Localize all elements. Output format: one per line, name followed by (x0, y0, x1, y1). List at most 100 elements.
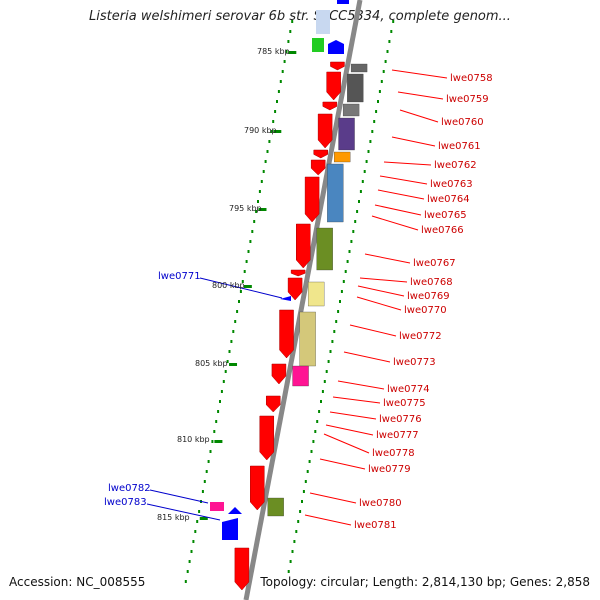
gene-label-lwe0770[interactable]: lwe0770 (404, 305, 447, 316)
tick-dot-left (264, 160, 267, 163)
tick-dot-left (201, 490, 204, 493)
gene-label-lwe0766[interactable]: lwe0766 (421, 225, 464, 236)
tick-dot-left (257, 200, 259, 203)
tick-dot-right (314, 430, 317, 433)
callout-line-red (391, 136, 436, 147)
tick-dot-right (392, 20, 395, 23)
gene-label-lwe0763[interactable]: lwe0763 (430, 179, 473, 190)
callout-line-red (379, 175, 428, 185)
tick-dot-left (224, 370, 227, 373)
forward-gene-track (234, 61, 345, 591)
forward-gene-arrow (326, 71, 341, 101)
gene-label-lwe0777[interactable]: lwe0777 (376, 430, 419, 441)
callout-line-red (377, 189, 425, 200)
tick-dot-right (348, 250, 351, 253)
tick-dot-right (331, 340, 334, 343)
gene-label-lwe0767[interactable]: lwe0767 (413, 258, 456, 269)
callout-line-blue (146, 503, 221, 521)
gene-label-lwe0764[interactable]: lwe0764 (427, 194, 470, 205)
feature-block (307, 281, 325, 307)
tick-dot-left (186, 570, 189, 573)
callout-line-red (337, 380, 385, 390)
forward-gene-arrow (330, 61, 345, 71)
forward-gene-arrow (271, 363, 287, 385)
tick-dot-right (329, 350, 332, 353)
scale-label-805: 805 kbp (195, 359, 228, 368)
callout-lines (146, 69, 448, 526)
forward-gene-arrow (279, 309, 294, 359)
tick-dot-left (232, 330, 235, 333)
tick-dot-left (192, 540, 195, 543)
tick-dot-left (253, 220, 256, 223)
gene-label-lwe0761[interactable]: lwe0761 (438, 141, 481, 152)
tick-dot-left (213, 430, 216, 433)
tick-dot-right (386, 50, 389, 53)
callout-line-red (383, 161, 432, 166)
gene-label-lwe0765[interactable]: lwe0765 (424, 210, 467, 221)
reverse-gene-arrow (328, 40, 344, 54)
tick-dot-left (236, 310, 239, 313)
callout-line-red (325, 424, 374, 436)
reverse-gene-arrow (228, 507, 242, 514)
tick-dot-left (215, 420, 218, 423)
tick-dot-right (352, 230, 355, 233)
tick-dot-left (270, 130, 273, 133)
gene-label-lwe0762[interactable]: lwe0762 (434, 160, 477, 171)
callout-line-red (343, 351, 391, 363)
gene-label-lwe0781[interactable]: lwe0781 (354, 520, 397, 531)
gene-label-lwe0779[interactable]: lwe0779 (368, 464, 411, 475)
tick-dot-left (266, 150, 269, 153)
gene-label-lwe0769[interactable]: lwe0769 (407, 291, 450, 302)
gene-label-lwe0782[interactable]: lwe0782 (108, 483, 151, 494)
tick-dot-right (371, 130, 374, 133)
tick-dot-right (291, 550, 294, 553)
tick-dot-right (312, 440, 315, 443)
gene-label-lwe0780[interactable]: lwe0780 (359, 498, 402, 509)
gene-label-lwe0771[interactable]: lwe0771 (158, 271, 201, 282)
tick-dot-right (358, 200, 360, 203)
gene-label-lwe0783[interactable]: lwe0783 (104, 497, 147, 508)
forward-gene-arrow (287, 277, 303, 301)
tick-dot-left (194, 530, 197, 533)
tick-dot-left (209, 450, 212, 453)
tick-dot-right (318, 410, 321, 413)
gene-label-lwe0778[interactable]: lwe0778 (372, 448, 415, 459)
tick-dot-left (196, 520, 199, 523)
tick-dot-right (310, 450, 313, 453)
gene-label-lwe0774[interactable]: lwe0774 (387, 384, 430, 395)
reverse-gene-block (222, 518, 238, 540)
tick-dot-right (308, 460, 311, 463)
tick-dot-right (289, 560, 292, 563)
tick-dot-left (198, 510, 201, 513)
gene-label-lwe0772[interactable]: lwe0772 (399, 331, 442, 342)
tick-dot-left (247, 250, 250, 253)
gene-label-lwe0760[interactable]: lwe0760 (441, 117, 484, 128)
tick-dot-left (230, 340, 233, 343)
callout-line-blue (149, 489, 209, 504)
forward-gene-arrow (234, 547, 250, 591)
tick-dot-right (380, 80, 383, 83)
tick-dot-left (277, 90, 280, 93)
feature-block (292, 365, 309, 387)
gene-label-lwe0776[interactable]: lwe0776 (379, 414, 422, 425)
tick-dot-right (295, 530, 298, 533)
tick-dot-left (279, 80, 282, 83)
tick-dot-right (384, 60, 387, 63)
gene-label-lwe0759[interactable]: lwe0759 (446, 94, 489, 105)
accession-text: Accession: NC_008555 (9, 575, 146, 589)
gene-label-lwe0773[interactable]: lwe0773 (393, 357, 436, 368)
reverse-gene-block (337, 0, 349, 4)
forward-gene-arrow (265, 395, 281, 413)
gene-label-lwe0768[interactable]: lwe0768 (410, 277, 453, 288)
tick-dot-right (299, 510, 302, 513)
tick-dot-left (217, 410, 220, 413)
gene-label-lwe0775[interactable]: lwe0775 (383, 398, 426, 409)
tick-dot-right (356, 210, 359, 213)
callout-line-red (371, 215, 419, 231)
tick-dot-right (369, 140, 372, 143)
forward-gene-arrow (290, 269, 306, 277)
callout-line-red (332, 396, 381, 404)
tick-dot-right (377, 100, 379, 103)
gene-label-lwe0758[interactable]: lwe0758 (450, 73, 493, 84)
callout-line-blue (199, 277, 283, 299)
